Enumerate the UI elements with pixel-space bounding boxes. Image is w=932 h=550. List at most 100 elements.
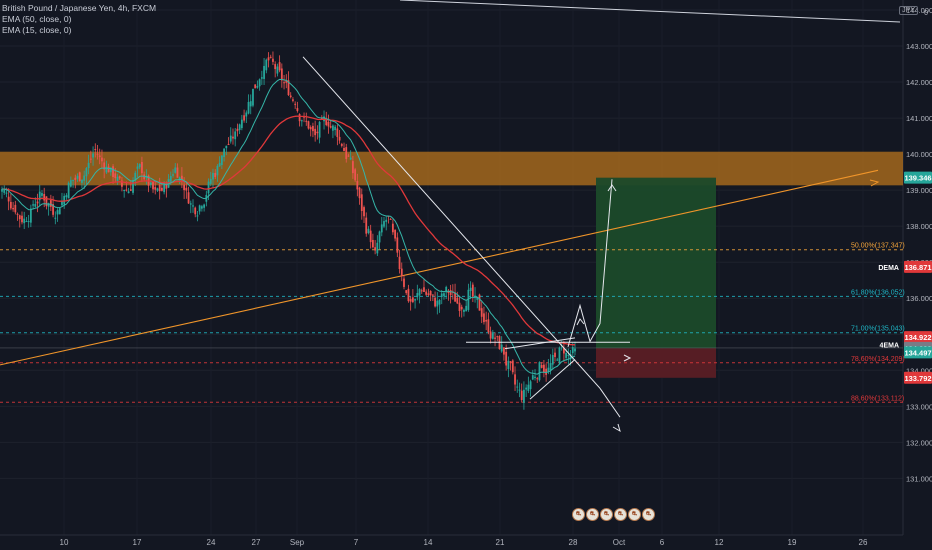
- candle-body: [305, 120, 308, 122]
- candle-body: [267, 57, 270, 61]
- candle-body: [127, 191, 130, 194]
- candle-body: [76, 175, 79, 179]
- candle-body: [458, 302, 461, 312]
- candle-body: [280, 68, 283, 81]
- upper-channel-line: [399, 0, 901, 23]
- candle-body: [329, 126, 332, 128]
- candle-body: [349, 157, 352, 160]
- price-tag-label: 136.871: [904, 263, 931, 272]
- candle-body: [378, 231, 381, 243]
- candle-body: [98, 155, 101, 158]
- candle-body: [240, 119, 243, 129]
- candle-body: [172, 174, 174, 176]
- price-tag-box: [904, 171, 932, 184]
- candle-body: [365, 217, 368, 234]
- candle-body: [141, 162, 143, 174]
- candle-body: [340, 143, 343, 146]
- candle-body: [174, 167, 177, 173]
- candle-body: [298, 114, 301, 122]
- candle-body: [438, 299, 441, 305]
- candle-body: [89, 158, 92, 160]
- candle-body: [234, 131, 237, 140]
- candle-body: [45, 196, 48, 207]
- candle-body: [514, 374, 516, 385]
- candle-body: [207, 181, 210, 194]
- candle-body: [511, 360, 514, 373]
- event-flag-icon[interactable]: ⛐: [572, 508, 585, 521]
- event-flag-icon[interactable]: ⛐: [614, 508, 627, 521]
- candle-body: [454, 292, 456, 302]
- candle-body: [38, 191, 41, 201]
- x-tick-label: 12: [715, 538, 724, 547]
- currency-badge[interactable]: JPY: [899, 6, 918, 15]
- candle-body: [338, 136, 341, 141]
- candle-body: [447, 291, 450, 293]
- candle-body: [32, 204, 34, 206]
- candle-body: [220, 155, 223, 165]
- event-flag-icon[interactable]: ⛐: [628, 508, 641, 521]
- candle-body: [65, 195, 68, 198]
- price-tag-box: [904, 346, 932, 359]
- chart-legend: British Pound / Japanese Yen, 4h, FXCM E…: [2, 3, 156, 36]
- event-flag-icon[interactable]: ⛐: [642, 508, 655, 521]
- candle-body: [296, 108, 299, 112]
- candle-body: [394, 229, 397, 239]
- y-tick-label: 132.000: [906, 438, 932, 447]
- x-tick-label: Sep: [290, 538, 305, 547]
- candle-body: [223, 148, 225, 158]
- legend-ema15[interactable]: EMA (15, close, 0): [2, 25, 72, 35]
- candle-body: [183, 184, 186, 191]
- candle-body: [52, 204, 54, 215]
- candle-body: [391, 223, 394, 233]
- candle-body: [9, 201, 12, 209]
- candle-body: [518, 389, 521, 391]
- candle-body: [92, 153, 94, 158]
- candle-body: [169, 175, 172, 183]
- candle-body: [49, 200, 52, 207]
- candle-body: [474, 295, 476, 298]
- symbol-title[interactable]: British Pound / Japanese Yen, 4h, FXCM: [2, 3, 157, 13]
- candle-body: [123, 190, 126, 192]
- candle-body: [476, 296, 479, 300]
- candle-body: [314, 128, 317, 136]
- candle-body: [254, 84, 257, 89]
- y-tick-label: 134.000: [906, 366, 932, 375]
- y-tick-label: 139.000: [906, 186, 932, 195]
- x-tick-label: 27: [252, 538, 261, 547]
- fib-level-label: 50.00%(137.347): [851, 243, 905, 250]
- candle-body: [465, 305, 468, 312]
- candle-body: [41, 193, 43, 196]
- candle-body: [376, 242, 379, 254]
- candle-body: [176, 167, 179, 178]
- event-flag-icon[interactable]: ⛐: [600, 508, 613, 521]
- candle-body: [316, 131, 319, 134]
- candle-body: [369, 230, 372, 243]
- candle-body: [431, 294, 434, 296]
- target-zone-box: [596, 177, 716, 349]
- candle-body: [318, 121, 321, 138]
- candle-body: [503, 347, 505, 355]
- candle-body: [229, 135, 232, 142]
- candle-body: [200, 206, 203, 209]
- candle-body: [478, 294, 481, 311]
- candle-body: [389, 218, 392, 220]
- right-arrow-icon: [623, 354, 632, 362]
- y-tick-label: 140.000: [906, 150, 932, 159]
- fib-level-label: 71.00%(135.043): [851, 326, 905, 333]
- candle-body: [161, 187, 163, 191]
- candle-body: [265, 59, 268, 71]
- candle-body: [336, 128, 339, 138]
- price-tag-box: [904, 371, 932, 384]
- price-tag-label: 134.922: [904, 333, 931, 342]
- candle-body: [289, 95, 292, 98]
- candle-body: [36, 201, 39, 204]
- candle-body: [227, 143, 230, 145]
- event-flag-icon[interactable]: ⛐: [586, 508, 599, 521]
- x-tick-label: 14: [424, 538, 433, 547]
- legend-ema50[interactable]: EMA (50, close, 0): [2, 14, 72, 24]
- candle-body: [283, 82, 285, 84]
- candle-body: [94, 149, 97, 151]
- indicator-side-label: DEMA: [878, 265, 899, 272]
- y-tick-label: 144.000: [906, 6, 932, 15]
